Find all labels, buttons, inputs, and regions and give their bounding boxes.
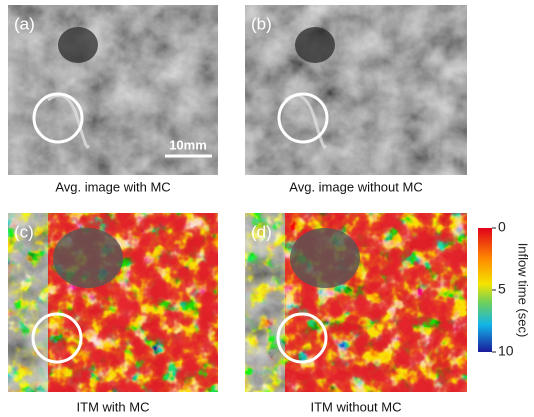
roi-circle [32,92,84,144]
panel-label: (a) [14,14,35,33]
dark-region [58,27,98,63]
panel-caption: ITM with MC [77,399,150,414]
panel: (b) Avg. image without MC [245,5,467,194]
image-texture [245,5,467,175]
panel: (c) ITM with MC [8,213,218,414]
vessel [47,94,90,149]
panel-caption: Avg. image without MC [289,179,422,194]
panel: (a) Avg. image with MC [8,5,218,194]
scale-bar-label: 10mm [169,137,207,152]
panel-label: (d) [251,222,272,241]
colorbar: Inflow time (sec) 0 5 10 [478,219,531,359]
colorbar-tick-label: 0 [498,219,506,235]
panel-caption: Avg. image with MC [55,179,170,194]
roi-circle [276,312,328,364]
panel: (d) ITM without MC [245,213,467,414]
panel-label: (c) [14,222,34,241]
roi-circle [31,312,83,364]
panels: (a) Avg. image with MC (b) Avg. image witho… [8,5,467,414]
colorbar-tick-label: 5 [498,281,506,297]
colorbar-title: Inflow time (sec) [516,243,531,338]
map-texture [245,213,467,392]
roi-circle [277,92,329,144]
map-dark-region [53,228,123,288]
dark-region [295,27,335,63]
map-dark-region [290,228,360,288]
colorbar-tick-label: 10 [498,343,514,359]
colorbar-gradient [478,228,492,352]
panel-label: (b) [251,14,272,33]
panel-caption: ITM without MC [310,399,401,414]
image-texture [8,5,218,175]
